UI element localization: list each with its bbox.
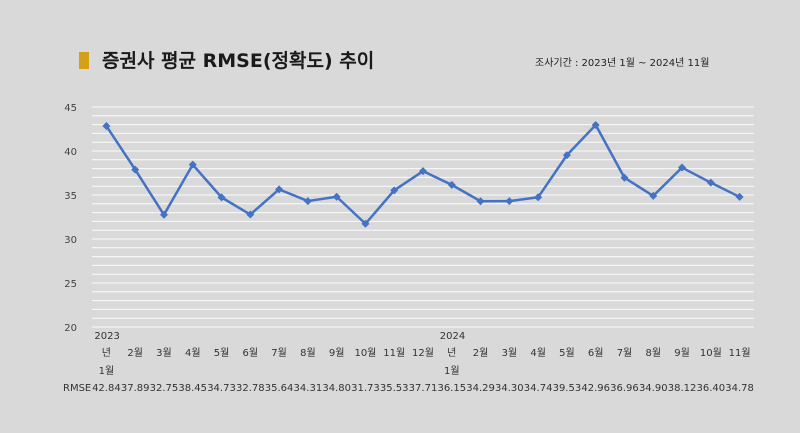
y-tick-label: 25: [64, 279, 77, 290]
data-point: [649, 191, 658, 200]
x-tick-label: 5월: [559, 347, 575, 359]
x-tick-label: 9월: [674, 347, 690, 359]
x-tick-label: 6월: [243, 347, 259, 359]
y-tick-label: 20: [64, 323, 77, 334]
x-tick-label: 8월: [300, 347, 316, 359]
x-tick-label: 4월: [530, 347, 546, 359]
data-point: [419, 167, 427, 176]
series-rmse: [102, 120, 744, 228]
data-value-label: 42.84: [92, 383, 121, 394]
data-point: [303, 197, 312, 206]
table-row-label: RMSE: [63, 383, 91, 394]
x-tick-label: 5월: [214, 347, 230, 359]
data-value-label: 34.30: [495, 383, 524, 394]
x-tick-label: 1월: [99, 365, 115, 377]
data-point: [246, 210, 255, 219]
data-point: [534, 193, 543, 202]
y-tick-label: 30: [64, 235, 77, 246]
x-tick-label: 9월: [329, 347, 345, 359]
data-point: [678, 163, 687, 172]
data-point: [476, 197, 485, 206]
data-point: [706, 178, 715, 187]
y-tick-label: 45: [64, 103, 77, 114]
x-tick-label: 년: [102, 347, 111, 359]
data-value-label: 34.78: [725, 383, 754, 394]
data-point: [591, 120, 600, 129]
data-point: [735, 192, 744, 201]
data-value-label: 34.80: [322, 383, 351, 394]
y-axis: 20 25 30 35 40 45: [64, 103, 77, 334]
data-point: [390, 186, 399, 195]
y-tick-label: 35: [64, 191, 77, 202]
x-tick-label: 1월: [444, 365, 460, 377]
data-point: [505, 197, 514, 206]
x-tick-label: 11월: [729, 347, 751, 359]
data-point: [159, 210, 168, 219]
x-tick-label: 2월: [127, 347, 143, 359]
data-point: [275, 185, 284, 194]
y-tick-label: 40: [64, 147, 77, 158]
x-tick-label: 10월: [700, 347, 722, 359]
data-value-label: 38.12: [668, 383, 697, 394]
gridlines: [92, 106, 754, 328]
data-point: [447, 180, 456, 189]
data-value-label: 34.74: [524, 383, 553, 394]
data-value-label: 42.96: [581, 383, 610, 394]
x-tick-label: 년: [447, 347, 456, 359]
title-marker: [79, 52, 89, 69]
data-value-label: 37.71: [409, 383, 438, 394]
x-year-label: 2023: [94, 331, 119, 342]
x-tick-label: 12월: [412, 347, 434, 359]
data-value-label: 36.96: [610, 383, 639, 394]
data-point: [217, 193, 226, 202]
x-tick-label: 6월: [588, 347, 604, 359]
x-tick-label: 4월: [185, 347, 201, 359]
x-tick-label: 3월: [156, 347, 172, 359]
x-tick-label: 3월: [502, 347, 518, 359]
x-tick-label: 7월: [617, 347, 633, 359]
data-value-label: 36.15: [437, 383, 466, 394]
x-tick-label: 7월: [271, 347, 287, 359]
data-value-label: 34.29: [466, 383, 495, 394]
data-point: [102, 122, 111, 131]
x-tick-label: 10월: [354, 347, 376, 359]
data-point: [188, 160, 197, 169]
chart-title: 증권사 평균 RMSE(정확도) 추이: [102, 50, 375, 72]
data-value-label: 34.73: [207, 383, 236, 394]
x-axis: 2023 년 1월 2월 3월 4월 5월 6월 7월 8월 9월 10월 11월 12월 2024 년 1월 2…: [94, 331, 750, 377]
data-table: RMSE 42.84 37.89 32.75 38.45 34.73 32.78 35.64 3…: [63, 383, 754, 394]
x-tick-label: 8월: [645, 347, 661, 359]
data-point: [361, 219, 370, 228]
data-value-label: 37.89: [121, 383, 150, 394]
x-year-label: 2024: [440, 331, 465, 342]
data-value-label: 32.78: [236, 383, 265, 394]
data-value-label: 31.73: [351, 383, 380, 394]
x-tick-label: 2월: [473, 347, 489, 359]
data-value-label: 34.31: [294, 383, 323, 394]
x-tick-label: 11월: [383, 347, 405, 359]
data-value-label: 35.64: [265, 383, 294, 394]
data-value-label: 32.75: [150, 383, 179, 394]
data-value-label: 36.40: [697, 383, 726, 394]
data-value-label: 34.90: [639, 383, 668, 394]
data-point: [332, 192, 341, 201]
data-value-label: 35.53: [380, 383, 409, 394]
data-value-label: 39.53: [553, 383, 582, 394]
data-point: [131, 165, 140, 174]
survey-period: 조사기간 : 2023년 1월 ~ 2024년 11월: [535, 58, 710, 69]
data-point: [620, 173, 629, 182]
data-point: [562, 151, 571, 160]
data-value-label: 38.45: [178, 383, 207, 394]
